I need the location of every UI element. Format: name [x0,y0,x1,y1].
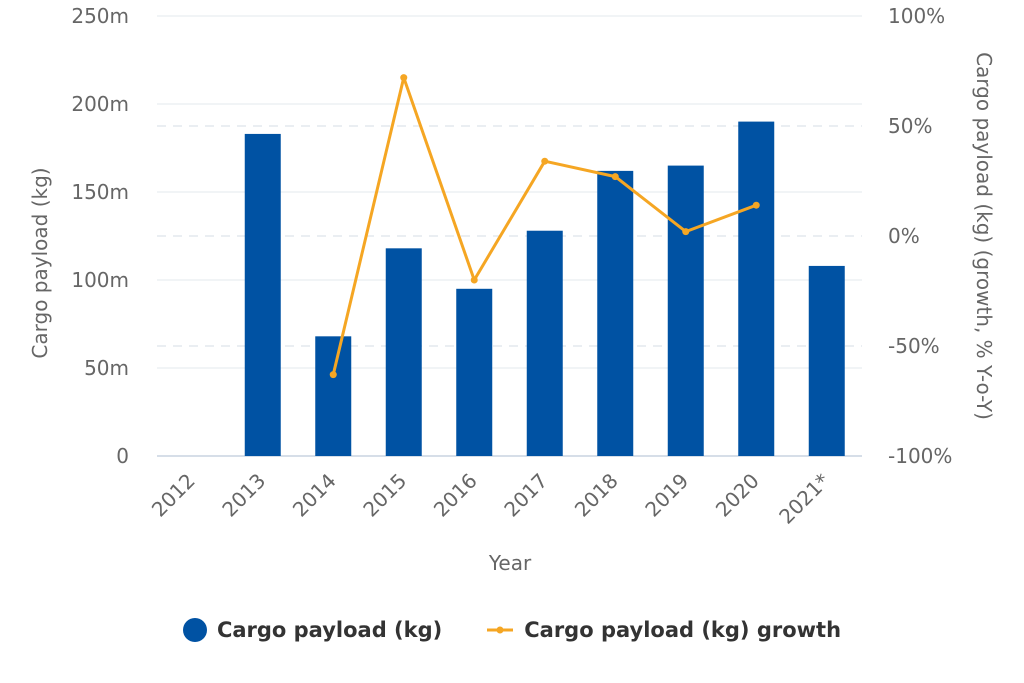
bar[interactable] [597,170,634,456]
left-tick-label: 250m [71,4,129,28]
line-point[interactable] [329,371,337,379]
x-tick-label: 2016 [429,469,482,522]
right-tick-label: 0% [888,224,920,248]
x-tick-label: 2020 [711,469,764,522]
left-tick-label: 0 [116,444,129,468]
x-tick-label: 2017 [499,469,552,522]
y-axis-title: Cargo payload (kg) [28,167,52,358]
right-tick-label: -50% [888,334,940,358]
line-point[interactable] [400,74,408,82]
bar[interactable] [244,133,281,457]
left-tick-label: 200m [71,92,129,116]
left-tick-label: 50m [84,356,129,380]
bar[interactable] [738,121,775,456]
bar[interactable] [526,230,563,456]
right-tick-label: 100% [888,4,945,28]
x-axis-ticks: 2012 2013 2014 2015 2016 2017 2018 2019 2020 2021… [147,469,834,529]
legend-label-growth: Cargo payload (kg) growth [524,618,842,642]
x-tick-label: 2013 [217,469,270,522]
x-tick-label: 2015 [358,469,411,522]
bar[interactable] [808,265,845,456]
left-tick-label: 150m [71,180,129,204]
left-tick-label: 100m [71,268,129,292]
right-tick-label: 50% [888,114,932,138]
x-tick-label: 2018 [570,469,623,522]
bar[interactable] [315,336,352,456]
right-axis-ticks: -100% -50% 0% 50% 100% [888,4,952,468]
x-tick-label: 2014 [288,469,341,522]
bar-series [244,121,845,457]
line-point[interactable] [611,173,619,181]
line-point[interactable] [541,157,549,165]
x-tick-label: 2021* [774,469,834,529]
left-axis-ticks: 0 50m 100m 150m 200m 250m [71,4,129,468]
legend-line-icon [487,626,514,634]
line-point[interactable] [682,228,690,236]
legend-label-payload: Cargo payload (kg) [216,618,443,642]
legend-item-growth[interactable]: Cargo payload (kg) growth [486,618,841,642]
line-series [329,74,760,379]
line-point[interactable] [470,276,478,284]
bar[interactable] [456,288,493,456]
x-axis-title: Year [488,551,532,575]
y2-axis-title: Cargo payload (kg) (growth, % Y-o-Y) [972,52,996,420]
bar[interactable] [667,165,704,456]
legend-dot-icon [182,618,207,642]
bar[interactable] [385,248,422,456]
legend: Cargo payload (kg) Cargo payload (kg) gr… [0,612,1024,648]
x-tick-label: 2012 [147,469,200,522]
x-tick-label: 2019 [640,469,693,522]
line-point[interactable] [752,201,760,209]
legend-item-payload[interactable]: Cargo payload (kg) [182,618,443,642]
right-tick-label: -100% [888,444,952,468]
